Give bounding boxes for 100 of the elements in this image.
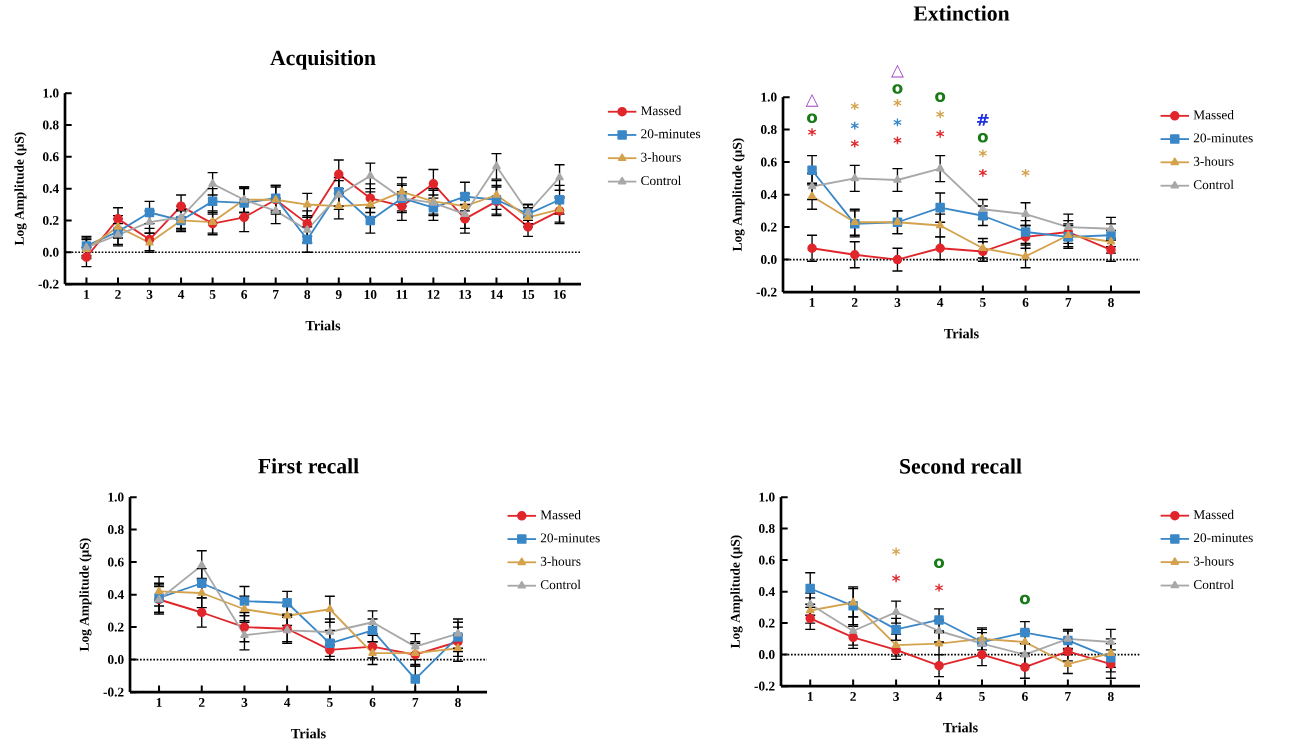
legend-label: 3-hours [1193, 156, 1234, 166]
y-tick-label: 0.0 [107, 655, 124, 665]
x-tick-label: 1 [84, 289, 90, 299]
annotation: * [893, 98, 902, 107]
legend-label: Control [1193, 179, 1234, 190]
y-tick-label: 0.2 [758, 618, 775, 628]
y-tick-label: 0.6 [758, 555, 775, 565]
x-tick-label: 2 [198, 697, 205, 707]
chart-title: First recall [258, 458, 359, 474]
y-tick-label: 0.0 [42, 247, 59, 257]
x-tick-label: 8 [304, 289, 311, 299]
y-tick-label: 0.0 [758, 650, 775, 660]
y-axis-title: Log Amplitude (µS) [730, 535, 743, 649]
x-tick-label: 5 [209, 289, 216, 299]
annotation: * [892, 574, 901, 583]
y-tick-label: -0.2 [756, 287, 777, 297]
y-tick-label: 0.2 [760, 222, 777, 232]
annotation: * [978, 149, 987, 158]
y-tick-label: -0.2 [38, 279, 59, 289]
y-tick-label: 1.0 [759, 492, 775, 502]
annotation: * [935, 583, 944, 592]
x-tick-label: 1 [156, 697, 162, 707]
legend-label: Massed [1193, 109, 1234, 120]
annotation: * [936, 110, 945, 119]
legend-label: Control [1193, 579, 1234, 589]
legend-label: 20-minutes [1193, 533, 1253, 543]
x-tick-label: 14 [490, 289, 503, 299]
annotation: o [977, 132, 988, 143]
x-tick-label: 6 [1022, 691, 1028, 701]
y-tick-label: 0.2 [107, 622, 124, 632]
x-tick-label: 1 [809, 297, 815, 307]
y-tick-label: 0.8 [760, 125, 777, 135]
x-tick-label: 2 [850, 691, 856, 701]
chart-title: Extinction [913, 5, 1010, 21]
x-tick-label: 3 [893, 691, 899, 701]
x-tick-label: 2 [115, 289, 121, 299]
legend-label: 20-minutes [540, 533, 600, 543]
annotation: * [893, 118, 902, 127]
y-tick-label: 0.4 [760, 190, 777, 200]
x-tick-label: 3 [146, 289, 153, 299]
annotation: * [850, 121, 859, 130]
x-tick-label: 5 [327, 697, 333, 707]
x-tick-label: 7 [1065, 297, 1072, 307]
legend-label: Massed [640, 105, 682, 116]
chart-title: Second recall [900, 458, 1022, 474]
annotation: * [936, 129, 945, 138]
legend-label: 20-minutes [1193, 133, 1253, 143]
x-tick-label: 4 [937, 297, 944, 307]
x-tick-label: 4 [284, 697, 291, 707]
y-tick-label: 1.0 [43, 88, 59, 98]
y-tick-label: 0.4 [758, 587, 775, 597]
annotation: * [850, 139, 859, 148]
text: △ [891, 64, 904, 78]
legend-label: 3-hours [540, 556, 581, 566]
annotation: o [1019, 594, 1030, 605]
x-tick-label: 7 [273, 289, 279, 299]
x-tick-label: 11 [396, 289, 408, 299]
text: o [892, 84, 903, 94]
x-tick-label: 10 [364, 289, 377, 299]
y-tick-label: 0.6 [760, 157, 777, 167]
x-tick-label: 3 [894, 297, 901, 307]
legend-label: 3-hours [641, 152, 681, 162]
y-tick-label: 0.8 [758, 524, 775, 534]
annotation: o [934, 558, 945, 568]
y-tick-label: 0.6 [107, 557, 124, 567]
x-tick-label: 8 [455, 697, 461, 707]
annotation: * [892, 547, 901, 556]
annotation: * [850, 102, 859, 110]
annotation: o [935, 92, 946, 102]
y-tick-label: 0.4 [107, 590, 124, 600]
y-tick-label: 0.8 [107, 525, 124, 535]
x-tick-label: 3 [241, 697, 248, 707]
x-tick-label: 7 [412, 697, 419, 707]
x-tick-label: 6 [241, 289, 248, 299]
y-tick-label: -0.2 [103, 687, 124, 697]
x-tick-label: 15 [522, 289, 535, 299]
x-tick-label: 8 [1108, 297, 1114, 307]
x-tick-label: 5 [979, 691, 985, 701]
y-tick-label: 0.2 [42, 215, 59, 225]
legend-label: Control [641, 175, 682, 186]
y-tick-label: 0.4 [42, 184, 59, 194]
legend-label: 3-hours [1193, 556, 1234, 566]
legend-label: Massed [540, 509, 581, 520]
x-tick-label: 2 [851, 297, 858, 307]
legend-label: Massed [1193, 509, 1234, 520]
annotation: △ [805, 93, 819, 107]
annotation: # [977, 113, 989, 126]
x-tick-label: 12 [427, 289, 440, 299]
y-tick-label: 0.0 [760, 255, 777, 265]
chart-title: Acquisition [270, 49, 376, 70]
x-tick-label: 4 [177, 289, 185, 299]
legend-label: Control [540, 579, 581, 590]
x-tick-label: 6 [369, 697, 376, 707]
x-axis-title: Trials [944, 328, 979, 339]
x-tick-label: 8 [1107, 691, 1114, 701]
x-axis-title: Trials [291, 728, 326, 739]
x-tick-label: 4 [935, 691, 943, 701]
annotation: * [893, 136, 902, 145]
y-axis-title: Log Amplitude (µS) [732, 138, 745, 252]
y-tick-label: 0.6 [42, 152, 59, 162]
